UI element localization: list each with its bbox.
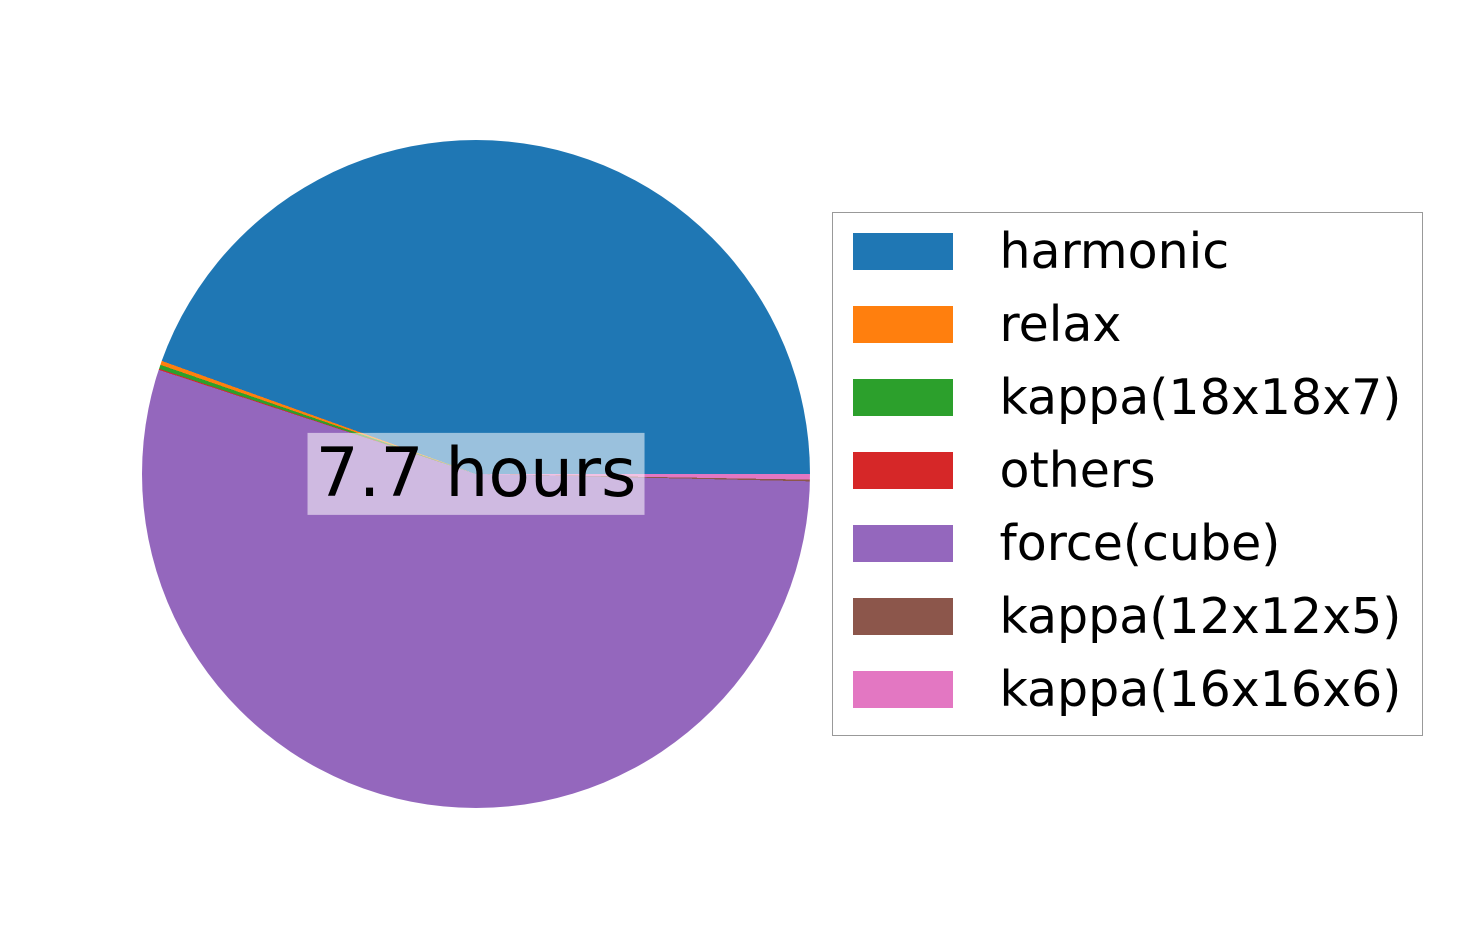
legend-swatch [852,233,953,270]
legend-swatch [852,671,953,708]
legend-label: kappa(16x16x6) [999,661,1402,718]
legend-item: harmonic [852,215,1413,288]
legend-label: others [999,442,1156,499]
legend-swatch [852,452,953,489]
legend-item: others [852,434,1413,507]
legend-item: force(cube) [852,507,1413,580]
legend-item: relax [852,288,1413,361]
legend: harmonic relax kappa(18x18x7) others for… [832,212,1423,736]
legend-item: kappa(12x12x5) [852,580,1413,653]
legend-swatch [852,598,953,635]
legend-label: relax [999,296,1122,353]
legend-label: kappa(18x18x7) [999,369,1402,426]
legend-item: kappa(16x16x6) [852,653,1413,726]
legend-label: force(cube) [999,515,1281,572]
legend-swatch [852,306,953,343]
legend-label: kappa(12x12x5) [999,588,1402,645]
legend-swatch [852,525,953,562]
legend-swatch [852,379,953,416]
legend-item: kappa(18x18x7) [852,361,1413,434]
pie-center-total-label: 7.7 hours [307,432,645,516]
legend-label: harmonic [999,223,1230,280]
